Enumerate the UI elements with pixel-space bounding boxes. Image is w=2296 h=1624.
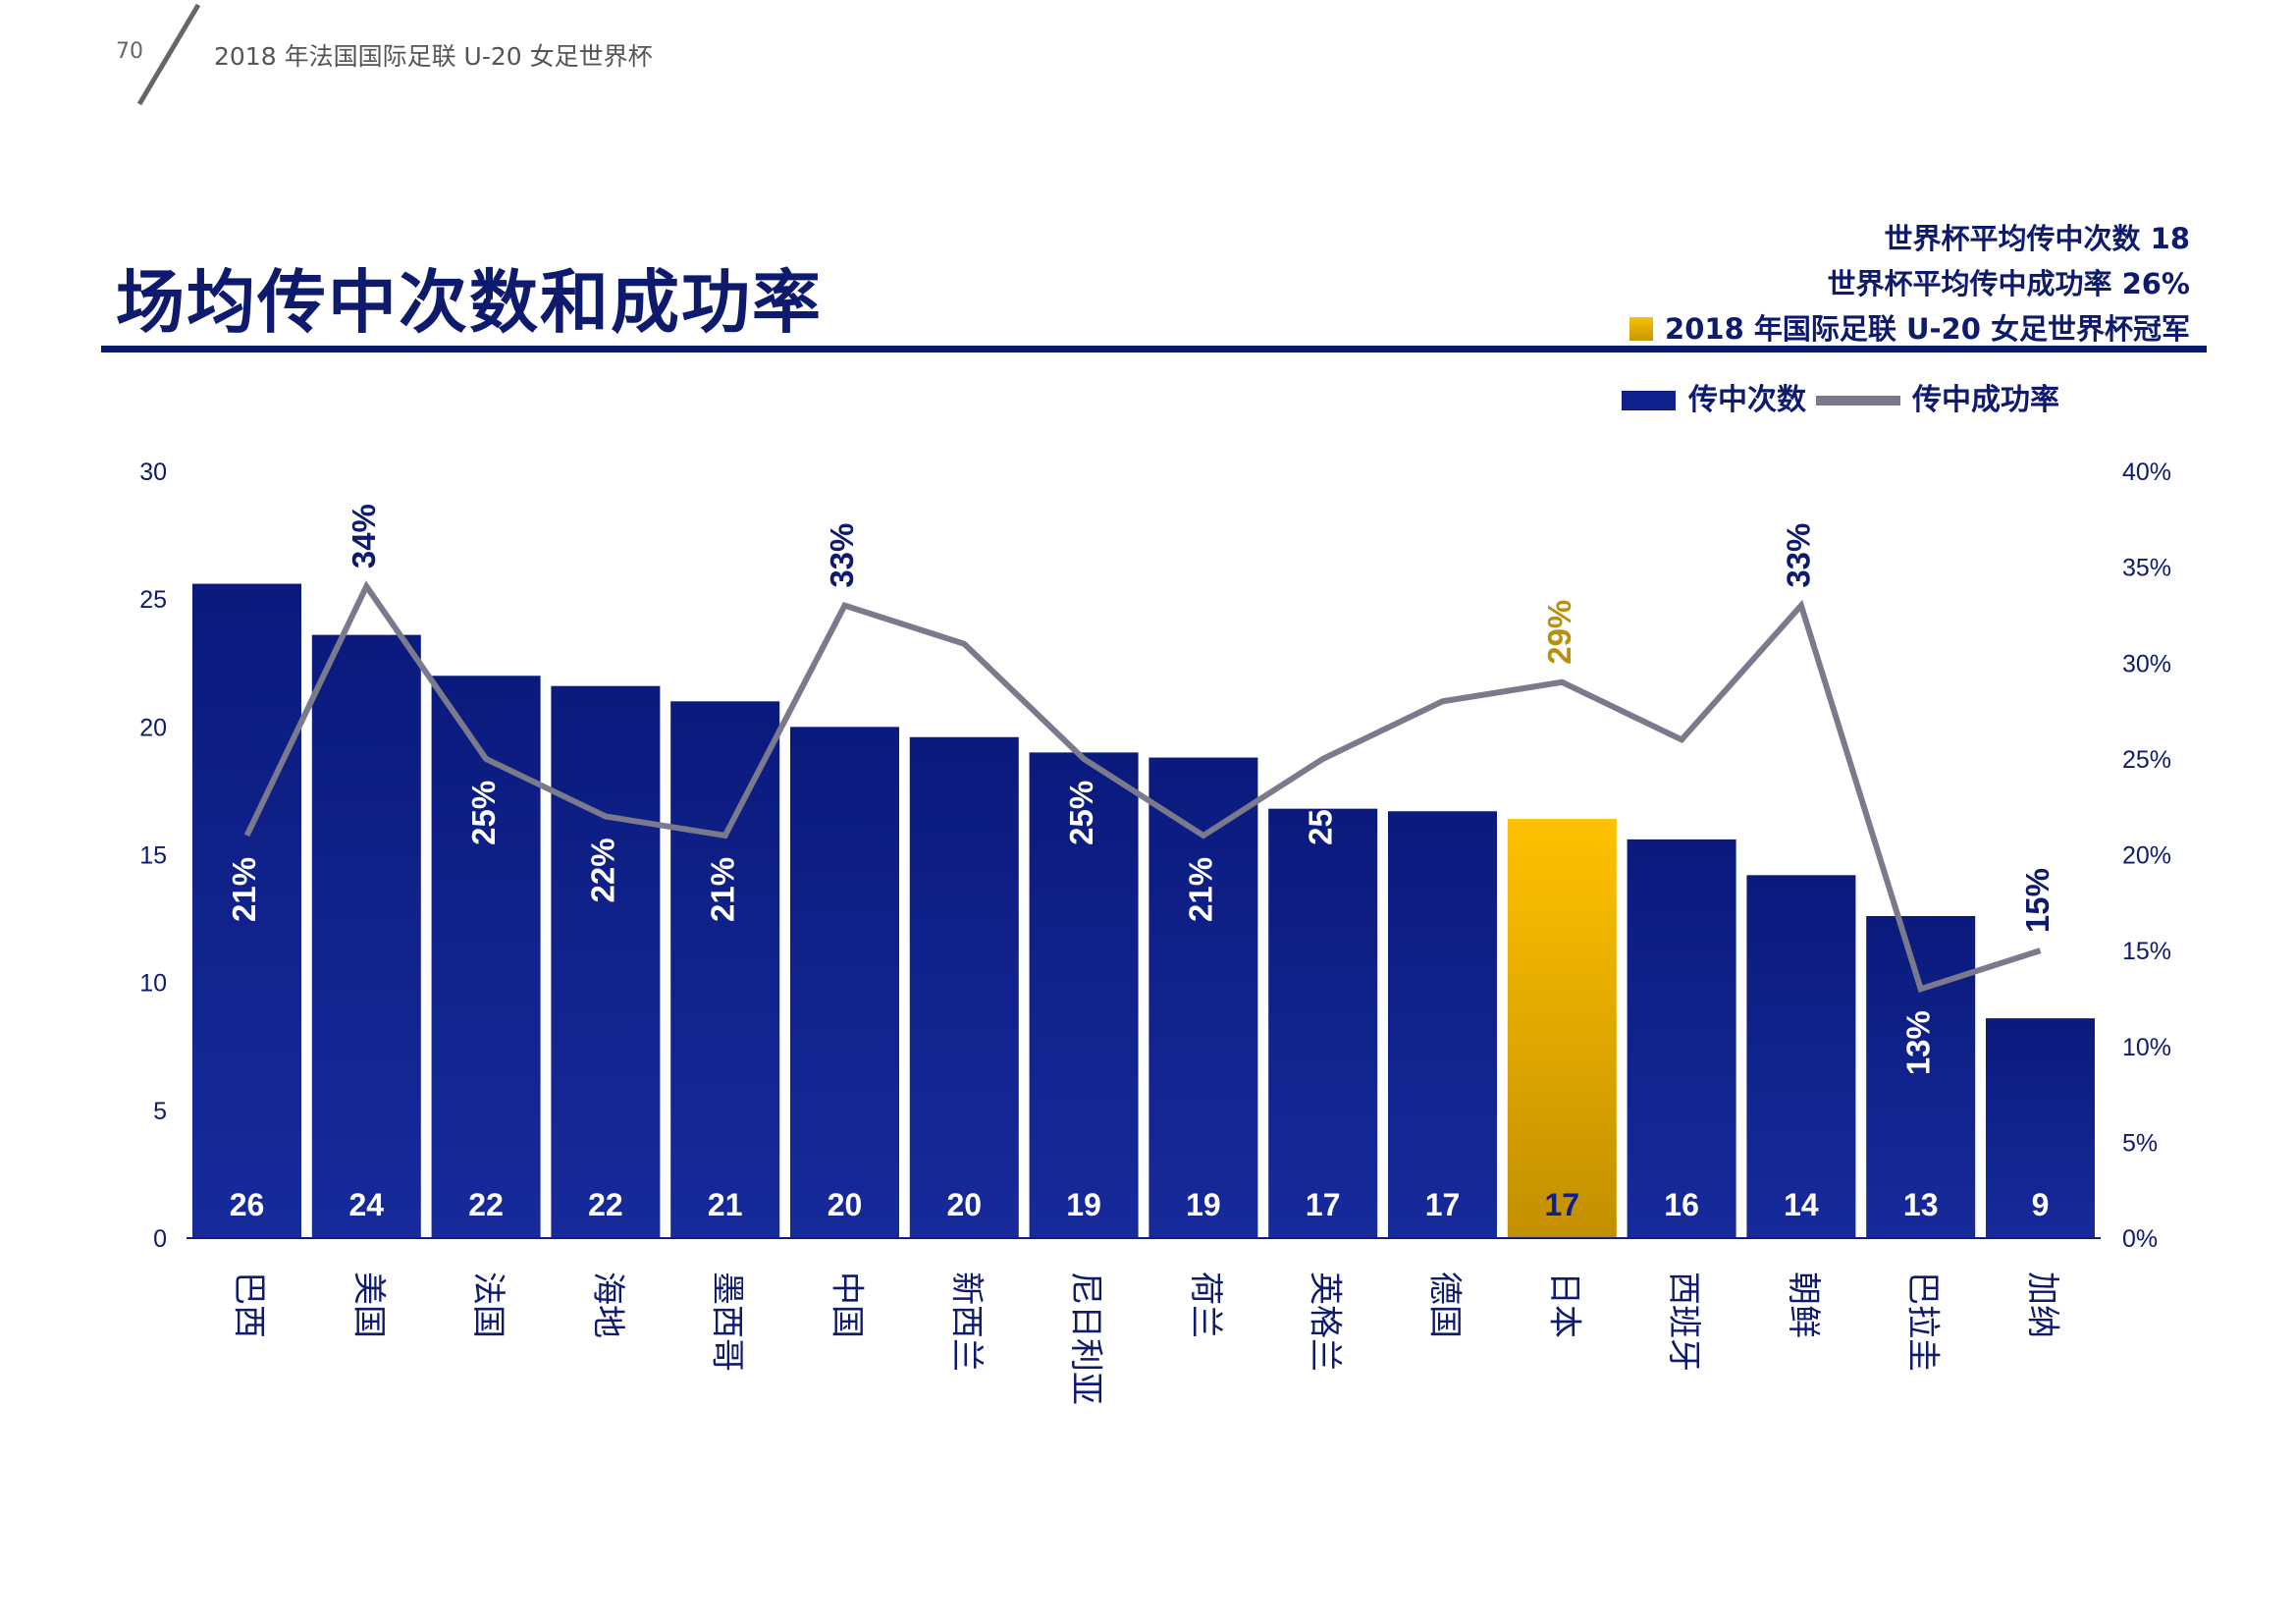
- category-label: 中国: [828, 1272, 867, 1338]
- success-rate-line: [243, 580, 2042, 993]
- right-axis-tick: 30%: [2122, 650, 2171, 677]
- rate-label: 33%: [824, 523, 860, 588]
- category-label: 尼日利亚: [1066, 1272, 1105, 1405]
- rate-label: 21%: [226, 857, 262, 922]
- bar-中国: [790, 727, 899, 1238]
- chart-legend: 传中次数 传中成功率: [1622, 384, 2059, 416]
- category-label: 朝鲜: [1784, 1272, 1823, 1338]
- right-axis-tick: 0%: [2122, 1225, 2158, 1253]
- bar-value-label: 20: [947, 1187, 983, 1222]
- category-label: 墨西哥: [708, 1272, 747, 1372]
- category-label: 巴西: [230, 1272, 269, 1338]
- bar-荷兰: [1148, 757, 1258, 1238]
- bar-value-label: 13: [1903, 1187, 1939, 1222]
- bar-德国: [1388, 811, 1497, 1238]
- bar-value-label: 16: [1664, 1187, 1699, 1222]
- legend-label-crosses: 传中次数: [1687, 384, 1807, 416]
- bar-法国: [431, 676, 541, 1238]
- rate-label: 33%: [1781, 523, 1817, 588]
- left-axis-tick: 15: [139, 842, 167, 870]
- bar-value-label: 22: [588, 1187, 623, 1222]
- bar-巴拉圭: [1866, 915, 1976, 1238]
- page-number: 70: [116, 39, 143, 64]
- rate-label: 28%: [1421, 723, 1458, 787]
- bar-value-label: 21: [708, 1187, 743, 1222]
- bar-新西兰: [909, 736, 1019, 1238]
- category-label: 巴拉圭: [1903, 1272, 1943, 1372]
- bar-value-label: 17: [1306, 1187, 1341, 1222]
- bar-西班牙: [1627, 839, 1736, 1238]
- legend-label-success: 传中成功率: [1911, 384, 2059, 416]
- category-label: 海地: [588, 1272, 627, 1338]
- rate-label: 22%: [585, 838, 621, 902]
- right-axis-tick: 20%: [2122, 842, 2171, 870]
- right-axis-tick: 15%: [2122, 938, 2171, 965]
- category-label: 日本: [1544, 1272, 1583, 1338]
- rate-label: 31%: [943, 666, 980, 731]
- bar-value-label: 24: [349, 1187, 385, 1222]
- bar-墨西哥: [670, 701, 780, 1238]
- legend-swatch-crosses: [1622, 391, 1676, 410]
- left-axis-tick: 20: [139, 714, 167, 741]
- bar-value-label: 17: [1425, 1187, 1461, 1222]
- rate-label: 25%: [1302, 781, 1338, 845]
- bar-尼日利亚: [1029, 752, 1139, 1238]
- category-label: 法国: [468, 1272, 507, 1338]
- document-title: 2018 年法国国际足联 U-20 女足世界杯: [214, 42, 653, 71]
- rate-label: 25%: [1063, 781, 1099, 845]
- rate-label: 25%: [465, 781, 502, 845]
- bar-朝鲜: [1746, 875, 1856, 1238]
- left-axis-tick: 25: [139, 586, 167, 614]
- left-axis-tick: 30: [139, 459, 167, 486]
- bar-海地: [551, 685, 661, 1238]
- champion-note: 2018 年国际足联 U-20 女足世界杯冠军: [1629, 306, 2190, 348]
- page-title: 场均传中次数和成功率: [116, 261, 823, 343]
- category-label: 西班牙: [1664, 1272, 1703, 1372]
- rate-label: 13%: [1899, 1010, 1936, 1075]
- bar-value-label: 9: [2032, 1187, 2050, 1222]
- champion-note-label: 2018 年国际足联 U-20 女足世界杯冠军: [1665, 312, 2190, 346]
- rate-label: 26%: [1661, 761, 1697, 826]
- category-label: 美国: [348, 1272, 388, 1338]
- category-label: 加纳: [2023, 1272, 2062, 1338]
- right-axis-tick: 25%: [2122, 746, 2171, 774]
- bar-value-label: 19: [1186, 1187, 1221, 1222]
- right-axis-tick: 40%: [2122, 459, 2171, 486]
- bar-value-label: 22: [468, 1187, 504, 1222]
- right-axis-tick: 5%: [2122, 1129, 2158, 1157]
- category-label: 荷兰: [1186, 1272, 1225, 1338]
- right-axis-tick: 35%: [2122, 555, 2171, 582]
- bar-value-label: 20: [828, 1187, 863, 1222]
- right-axis-tick: 10%: [2122, 1034, 2171, 1061]
- average-success-stat: 世界杯平均传中成功率 26%: [1827, 267, 2190, 300]
- rate-label: 29%: [1541, 600, 1577, 665]
- category-label: 新西兰: [946, 1272, 986, 1372]
- bar-value-label: 26: [230, 1187, 265, 1222]
- bar-value-label: 19: [1066, 1187, 1101, 1222]
- rate-label: 21%: [1183, 857, 1219, 922]
- left-axis-tick: 5: [153, 1098, 167, 1125]
- title-divider: [101, 346, 2207, 352]
- bar-英格兰: [1268, 808, 1378, 1238]
- rate-label: 34%: [346, 504, 382, 568]
- bar-value-label: 14: [1784, 1187, 1819, 1222]
- bar-加纳: [1986, 1018, 2095, 1238]
- rate-label: 15%: [2019, 868, 2056, 933]
- left-axis-tick: 0: [153, 1225, 167, 1253]
- bar-巴西: [192, 583, 301, 1238]
- left-axis-tick: 10: [139, 970, 167, 998]
- rate-label: 21%: [704, 857, 740, 922]
- bar-日本: [1507, 819, 1617, 1238]
- bar-value-label: 17: [1545, 1187, 1580, 1222]
- champion-swatch-icon: [1629, 317, 1654, 341]
- average-crosses-stat: 世界杯平均传中次数 18: [1884, 222, 2190, 255]
- category-label: 德国: [1425, 1272, 1465, 1338]
- header-slash-decoration: [136, 3, 201, 106]
- category-label: 英格兰: [1306, 1272, 1345, 1372]
- bar-美国: [311, 634, 421, 1238]
